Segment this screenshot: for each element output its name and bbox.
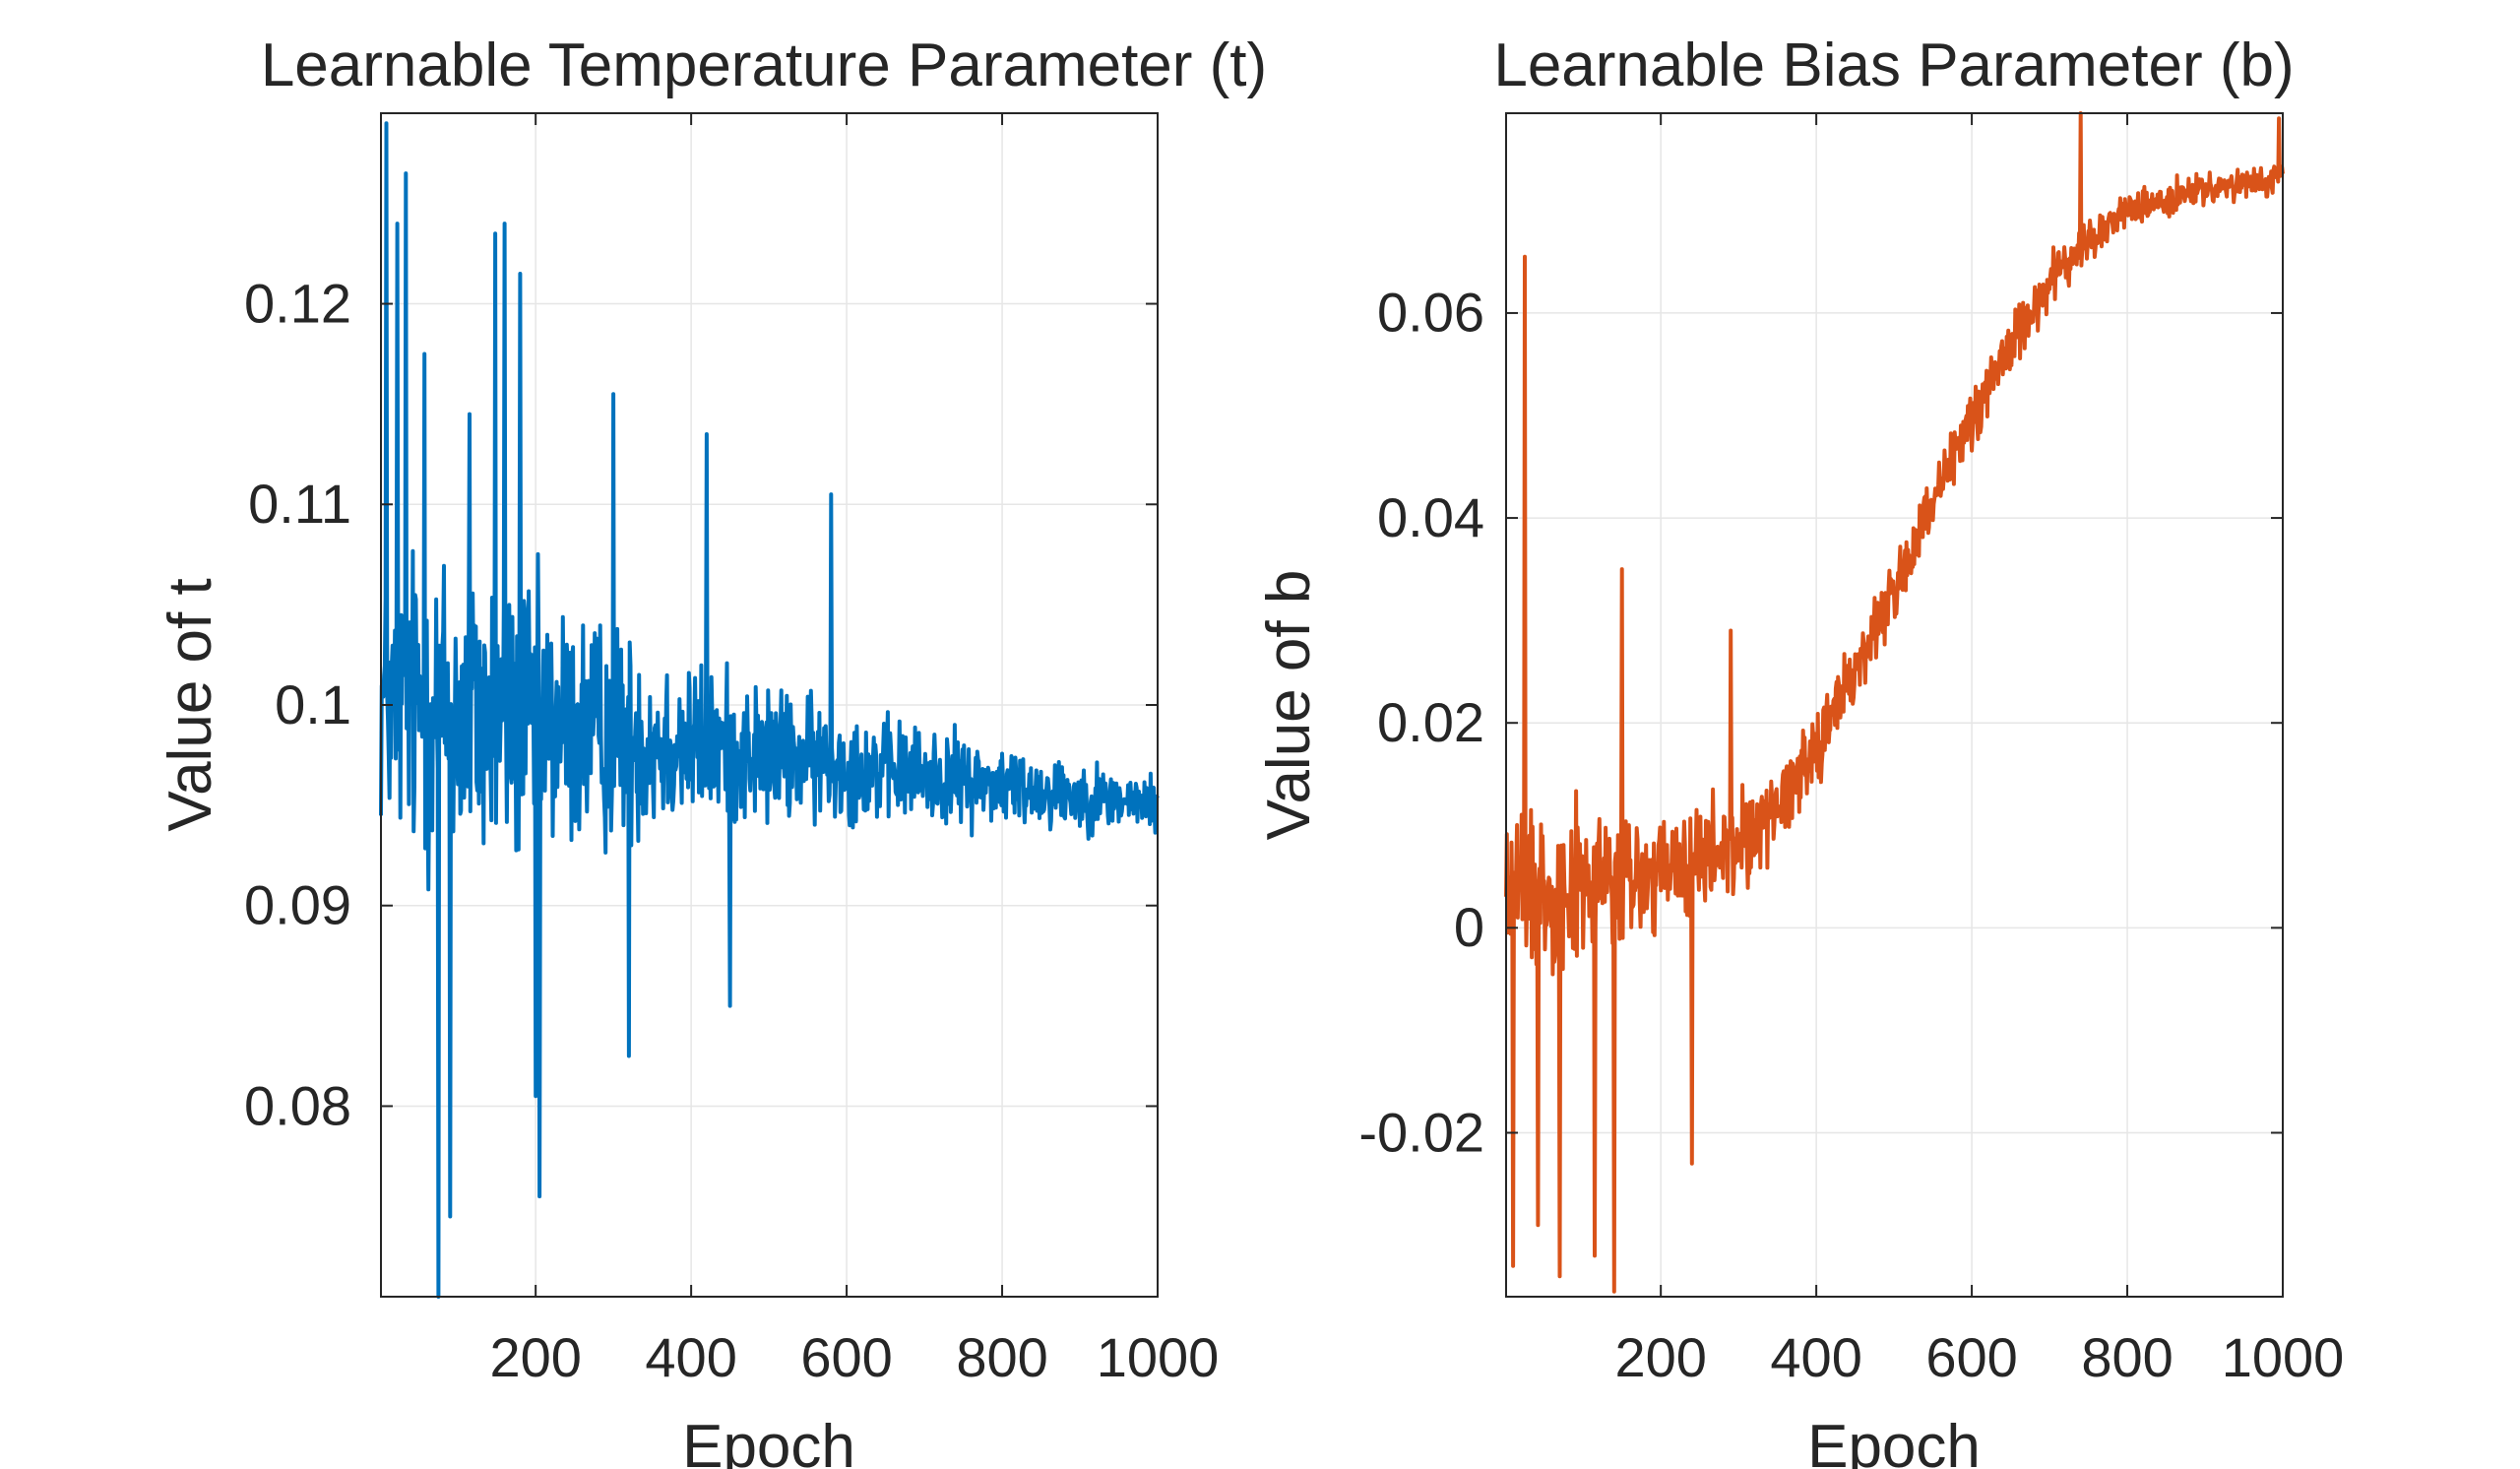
y-tick-label: 0.04 bbox=[1377, 486, 1484, 548]
x-tick-label: 400 bbox=[1770, 1326, 1861, 1388]
x-tick-label: 400 bbox=[645, 1326, 736, 1388]
plot-area-frame bbox=[1505, 112, 2284, 1298]
y-tick-label: 0.09 bbox=[244, 874, 351, 936]
x-tick-label: 600 bbox=[1925, 1326, 2017, 1388]
series-line-t bbox=[379, 121, 1160, 1299]
y-tick-label: 0.06 bbox=[1377, 282, 1484, 344]
y-tick-label: 0.08 bbox=[244, 1074, 351, 1136]
x-tick-label: 600 bbox=[800, 1326, 892, 1388]
axis-ticks bbox=[1506, 113, 2284, 1297]
x-tick-label: 800 bbox=[956, 1326, 1047, 1388]
y-tick-label: 0.02 bbox=[1377, 691, 1484, 753]
x-tick-label: 200 bbox=[1614, 1326, 1706, 1388]
x-tick-label: 1000 bbox=[2222, 1326, 2345, 1388]
y-tick-label: 0.12 bbox=[244, 272, 351, 334]
panel-temperature: Learnable Temperature Parameter (t) 0.08… bbox=[157, 32, 1267, 1469]
y-tick-label: 0.11 bbox=[248, 473, 351, 535]
y-tick-label: 0 bbox=[1454, 896, 1484, 958]
x-tick-label: 200 bbox=[489, 1326, 581, 1388]
y-tick-label: 0.1 bbox=[275, 673, 351, 735]
y-tick-label: -0.02 bbox=[1358, 1101, 1484, 1163]
chart-title: Learnable Bias Parameter (b) bbox=[1493, 32, 2294, 99]
panel-bias: Learnable Bias Parameter (b) -0.02 0 0.0… bbox=[1255, 32, 2344, 1469]
y-axis-label: Value of b bbox=[1255, 570, 1323, 841]
chart-title: Learnable Temperature Parameter (t) bbox=[261, 32, 1267, 99]
series-line-b bbox=[1504, 111, 2285, 1294]
x-axis-label: Epoch bbox=[1807, 1413, 1981, 1469]
x-tick-label: 1000 bbox=[1097, 1326, 1220, 1388]
x-tick-label: 800 bbox=[2081, 1326, 2173, 1388]
grid-lines bbox=[1506, 113, 2284, 1297]
axis-ticks bbox=[381, 113, 1159, 1297]
x-axis-label: Epoch bbox=[682, 1413, 855, 1469]
y-axis-label: Value of t bbox=[157, 578, 224, 831]
